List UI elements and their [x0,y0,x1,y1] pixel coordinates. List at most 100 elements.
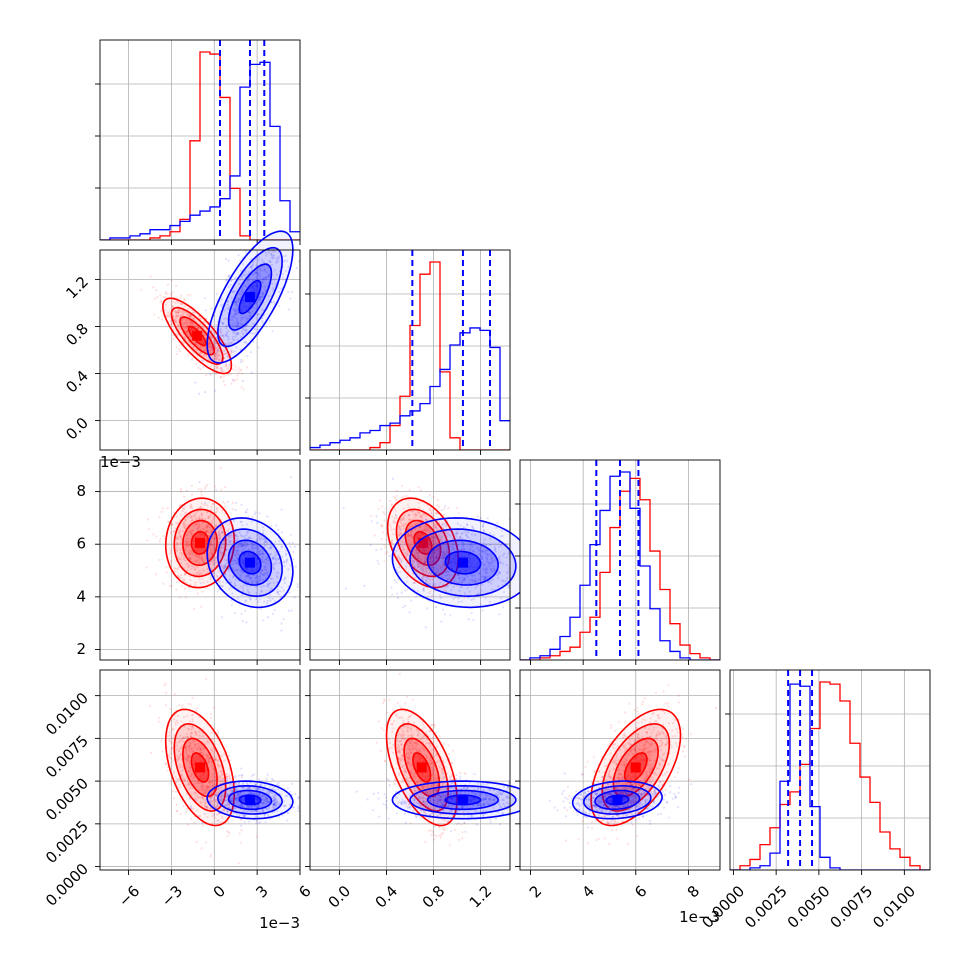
sample-point [297,809,300,813]
sample-point [243,821,246,824]
sample-point [147,527,151,531]
sample-point [178,596,181,599]
sample-point [296,585,299,588]
sample-point [210,349,213,352]
sample-point [192,311,195,314]
sample-point [224,257,228,261]
sample-point [185,325,188,329]
sample-point [390,586,393,589]
sample-point [395,494,399,497]
sample-point [182,313,185,316]
sample-point [230,341,234,344]
sample-point [230,382,233,385]
sample-point [159,537,162,540]
sample-point [394,499,398,502]
sample-point [375,515,378,518]
sample-point [457,512,460,515]
sample-point [214,353,217,356]
sample-point [220,616,223,619]
sample-point [227,821,230,824]
sample-point [384,538,388,541]
sample-point [214,485,217,488]
sample-point [380,547,383,551]
sample-point [441,608,444,611]
sample-point [182,326,185,329]
sample-point [271,612,275,615]
sample-point [190,316,193,319]
sample-point [222,353,226,356]
sample-point [443,613,446,616]
sample-point [257,346,260,349]
sample-point [245,366,249,369]
density-peak [245,292,255,303]
sample-point [167,311,171,314]
sample-point [219,466,222,469]
sample-point [172,797,176,800]
sample-point [216,347,219,350]
sample-point [434,606,437,609]
sample-point [181,318,185,321]
sample-point [211,371,215,374]
sample-point [215,323,218,326]
sample-point [230,352,233,355]
sample-point [165,571,168,574]
sample-point [195,840,198,844]
sample-point [204,337,208,340]
sample-point [175,310,178,314]
sample-point [287,290,290,293]
sample-point [290,782,293,786]
sample-point [208,342,211,346]
sample-point [273,608,276,611]
sample-point [214,355,217,359]
sample-point [455,506,459,510]
sample-point [419,488,422,492]
sample-point [162,582,165,585]
sample-point [390,503,393,506]
sample-point [194,381,197,384]
sample-point [169,292,172,295]
sample-point [166,315,169,318]
sample-point [264,820,267,824]
sample-point [222,375,225,378]
sample-point [403,604,407,607]
sample-point [179,344,182,347]
sample-point [200,491,203,494]
sample-point [185,321,189,324]
sample-point [146,518,150,521]
sample-point [164,704,167,707]
sample-point [179,812,182,816]
sample-point [194,311,197,315]
sample-point [440,620,443,623]
sample-point [179,297,182,300]
sample-point [480,516,483,520]
sample-point [389,499,392,503]
sample-point [214,352,217,355]
sample-point [241,379,244,383]
sample-point [395,489,398,492]
sample-point [208,345,211,349]
sample-point [376,521,379,524]
sample-point [391,477,395,480]
sample-point [174,301,177,305]
sample-point [255,835,258,838]
sample-point [145,566,148,569]
sample-point [470,612,473,615]
sample-point [164,296,167,299]
sample-point [386,551,389,554]
sample-point [277,781,280,785]
sample-point [393,579,396,582]
sample-point [214,327,218,330]
sample-point [280,629,283,632]
sample-point [209,855,212,858]
histogram-step [100,61,300,240]
sample-point [395,581,398,584]
sample-point [240,829,243,832]
sample-point [140,288,143,291]
sample-point [181,704,184,707]
sample-point [196,327,200,330]
sample-point [189,320,192,323]
sample-point [380,523,383,526]
sample-point [187,307,190,311]
sample-point [240,767,243,770]
sample-point [208,340,211,343]
